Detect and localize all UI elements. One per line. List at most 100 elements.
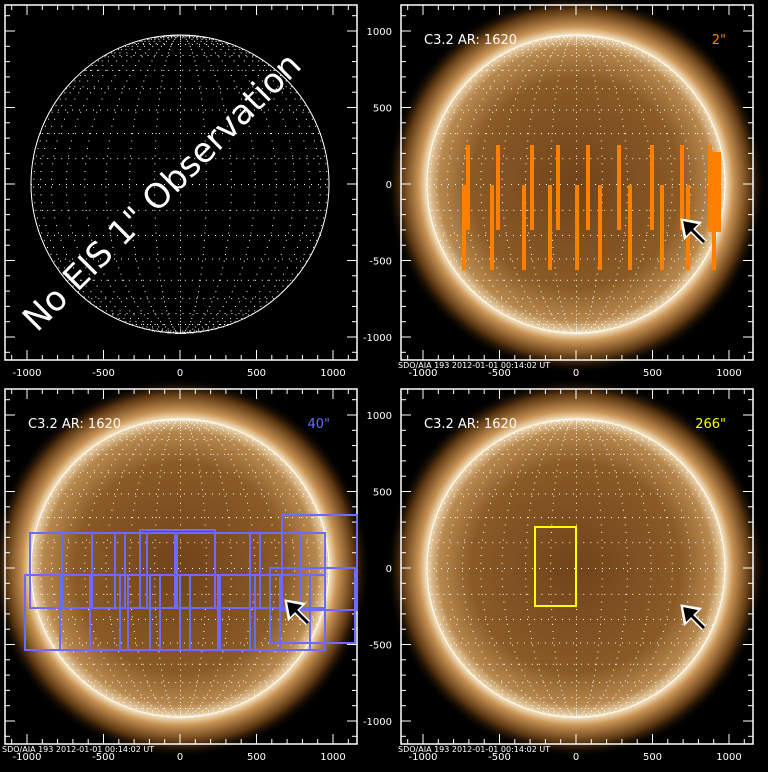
grid-dot: [439, 156, 440, 157]
grid-dot: [300, 624, 301, 625]
grid-dot: [163, 70, 164, 71]
grid-dot: [80, 184, 81, 185]
grid-dot: [182, 682, 183, 683]
grid-dot: [295, 483, 296, 484]
grid-dot: [232, 439, 233, 440]
grid-dot: [230, 210, 231, 211]
grid-dot: [194, 425, 195, 426]
grid-dot: [480, 296, 481, 297]
grid-dot: [213, 70, 214, 71]
grid-dot: [285, 510, 286, 511]
grid-dot: [517, 274, 518, 275]
grid-dot: [497, 88, 498, 89]
grid-dot: [215, 329, 216, 330]
grid-dot: [462, 88, 463, 89]
grid-dot: [118, 267, 119, 268]
grid-dot: [581, 44, 582, 45]
grid-dot: [85, 171, 86, 172]
grid-dot: [594, 643, 595, 644]
grid-dot: [180, 444, 181, 445]
grid-dot: [181, 333, 182, 334]
grid-dot: [205, 421, 206, 422]
x-tick-label: 1000: [320, 752, 345, 763]
grid-dot: [237, 280, 238, 281]
grid-dot: [176, 332, 177, 333]
grid-dot: [196, 332, 197, 333]
grid-dot: [203, 331, 204, 332]
grid-dot: [649, 70, 650, 71]
grid-dot: [648, 298, 649, 299]
grid-dot: [73, 133, 74, 134]
grid-dot: [198, 459, 199, 460]
grid-dot: [206, 664, 207, 665]
eis-raster-box: [709, 152, 721, 232]
grid-dot: [208, 60, 209, 61]
grid-dot: [150, 708, 151, 709]
grid-dot: [248, 694, 249, 695]
grid-dot: [203, 119, 204, 120]
grid-dot: [161, 298, 162, 299]
grid-dot: [154, 440, 155, 441]
grid-dot: [650, 259, 651, 260]
grid-dot: [557, 70, 558, 71]
grid-dot: [206, 440, 207, 441]
grid-dot: [40, 194, 41, 195]
grid-dot: [180, 702, 181, 703]
grid-dot: [582, 39, 583, 40]
grid-dot: [128, 430, 129, 431]
grid-dot: [582, 332, 583, 333]
grid-dot: [601, 110, 602, 111]
grid-dot: [66, 254, 67, 255]
grid-dot: [287, 286, 288, 287]
grid-dot: [180, 547, 181, 548]
grid-dot: [88, 296, 89, 297]
grid-dot: [637, 280, 638, 281]
grid-dot: [306, 158, 307, 159]
grid-dot: [651, 92, 652, 93]
grid-dot: [130, 708, 131, 709]
grid-dot: [528, 43, 529, 44]
grid-dot: [171, 428, 172, 429]
grid-dot: [178, 472, 179, 473]
grid-dot: [645, 126, 646, 127]
grid-dot: [161, 46, 162, 47]
grid-dot: [256, 274, 257, 275]
grid-dot: [615, 280, 616, 281]
grid-dot: [518, 65, 519, 66]
grid-dot: [269, 184, 270, 185]
grid-dot: [487, 682, 488, 683]
grid-dot: [280, 496, 281, 497]
grid-dot: [247, 643, 248, 644]
grid-dot: [501, 92, 502, 93]
grid-dot: [189, 454, 190, 455]
grid-dot: [678, 291, 679, 292]
grid-dot: [576, 179, 577, 180]
grid-dot: [444, 233, 445, 234]
grid-dot: [296, 651, 297, 652]
grid-dot: [216, 46, 217, 47]
grid-dot: [113, 55, 114, 56]
grid-dot: [101, 291, 102, 292]
grid-dot: [243, 314, 244, 315]
grid-dot: [262, 664, 263, 665]
grid-dot: [510, 110, 511, 111]
grid-dot: [644, 88, 645, 89]
grid-dot: [143, 286, 144, 287]
grid-dot: [114, 56, 115, 57]
grid-dot: [152, 594, 153, 595]
grid-dot: [722, 194, 723, 195]
grid-dot: [73, 651, 74, 652]
grid-dot: [168, 713, 169, 714]
grid-dot: [567, 37, 568, 38]
grid-dot: [550, 298, 551, 299]
grid-dot: [222, 594, 223, 595]
grid-dot: [653, 235, 654, 236]
grid-dot: [204, 697, 205, 698]
grid-dot: [155, 314, 156, 315]
grid-dot: [183, 439, 184, 440]
grid-dot: [141, 324, 142, 325]
grid-dot: [554, 39, 555, 40]
grid-dot: [202, 702, 203, 703]
grid-dot: [517, 643, 518, 644]
grid-dot: [234, 472, 235, 473]
